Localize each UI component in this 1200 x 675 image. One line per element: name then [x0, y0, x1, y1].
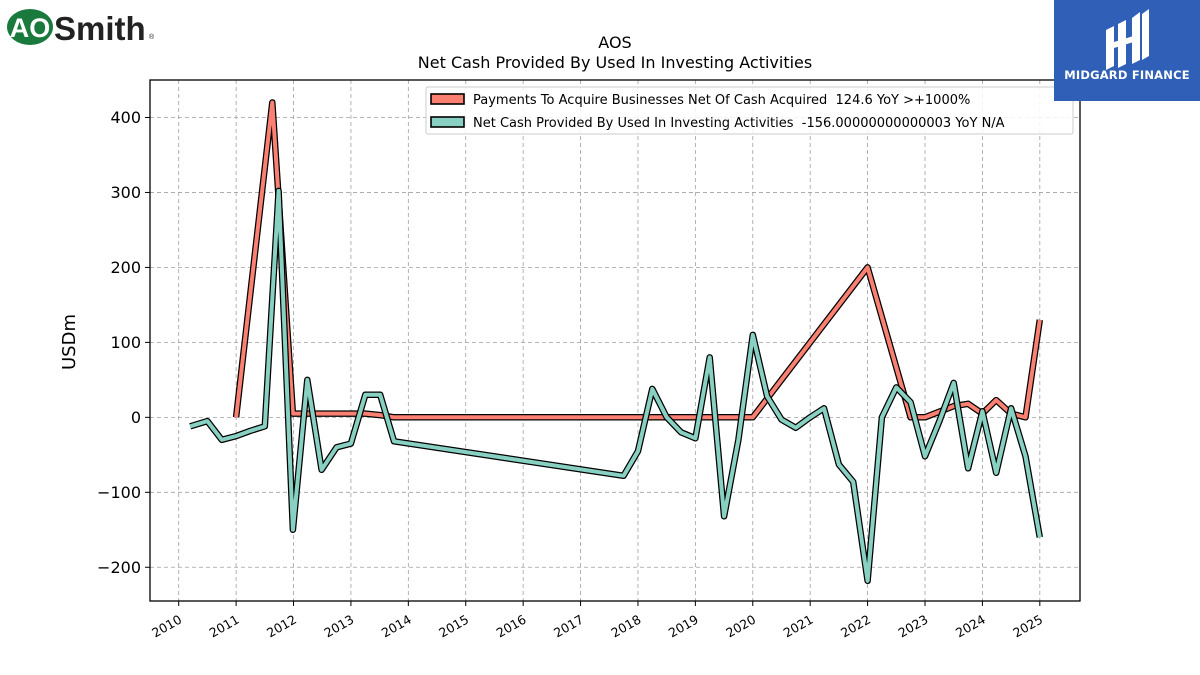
x-tick-label: 2021 [781, 612, 816, 641]
x-tick-label: 2019 [666, 612, 701, 641]
x-tick-label: 2024 [953, 612, 988, 641]
legend-label-investing: Net Cash Provided By Used In Investing A… [473, 116, 1005, 131]
legend-swatch-investing [430, 116, 465, 128]
series-line-outline-1 [189, 187, 1044, 585]
midgard-logo-mark-icon [1106, 9, 1149, 70]
x-tick-label: 2012 [264, 612, 299, 641]
legend-label-acquisitions: Payments To Acquire Businesses Net Of Ca… [473, 93, 970, 108]
series-line-0 [234, 100, 1042, 420]
svg-text:Smith: Smith [54, 10, 146, 47]
legend-box [425, 86, 1074, 135]
y-tick-label: 200 [110, 258, 141, 277]
y-tick-label: −100 [97, 483, 141, 502]
midgard-logo-text: MIDGARD FINANCE [1064, 68, 1190, 82]
x-tick-label: 2011 [207, 612, 242, 641]
x-tick-label: 2010 [149, 612, 184, 641]
midgard-finance-logo: MIDGARD FINANCE [1054, 0, 1200, 101]
y-axis-label: USDm [59, 314, 80, 370]
x-tick-label: 2014 [379, 612, 414, 641]
y-tick-label: 0 [131, 408, 141, 427]
legend-swatch-acquisitions [430, 93, 465, 105]
x-tick-label: 2017 [551, 612, 586, 641]
aosmith-logo-graphic: AO Smith ® [7, 9, 155, 47]
x-tick-label: 2025 [1010, 612, 1045, 641]
x-tick-label: 2015 [436, 612, 471, 641]
x-tick-label: 2018 [608, 612, 643, 641]
x-tick-label: 2016 [494, 612, 529, 641]
x-tick-label: 2020 [723, 612, 758, 641]
plot-frame [149, 79, 1081, 602]
chart-title: AOS [598, 33, 631, 52]
series-lines [189, 99, 1044, 585]
y-tick-label: 400 [110, 108, 141, 127]
y-tick-label: 100 [110, 333, 141, 352]
x-tick-label: 2023 [895, 612, 930, 641]
y-axis-ticks: −200 −100 0 100 200 300 400 [97, 108, 150, 577]
y-tick-label: 300 [110, 183, 141, 202]
series-line-1 [189, 188, 1042, 583]
svg-text:AO: AO [10, 13, 51, 43]
svg-text:®: ® [149, 33, 155, 41]
x-tick-label: 2022 [838, 612, 873, 641]
aosmith-logo: AO Smith ® [6, 6, 161, 48]
y-tick-label: −200 [97, 558, 141, 577]
legend: Payments To Acquire Businesses Net Of Ca… [425, 86, 1074, 135]
x-axis-ticks: 2010 2011 2012 2013 2014 2015 2016 2017 2018 2019… [149, 601, 1045, 641]
chart-subtitle: Net Cash Provided By Used In Investing A… [418, 53, 812, 72]
x-tick-label: 2013 [321, 612, 356, 641]
